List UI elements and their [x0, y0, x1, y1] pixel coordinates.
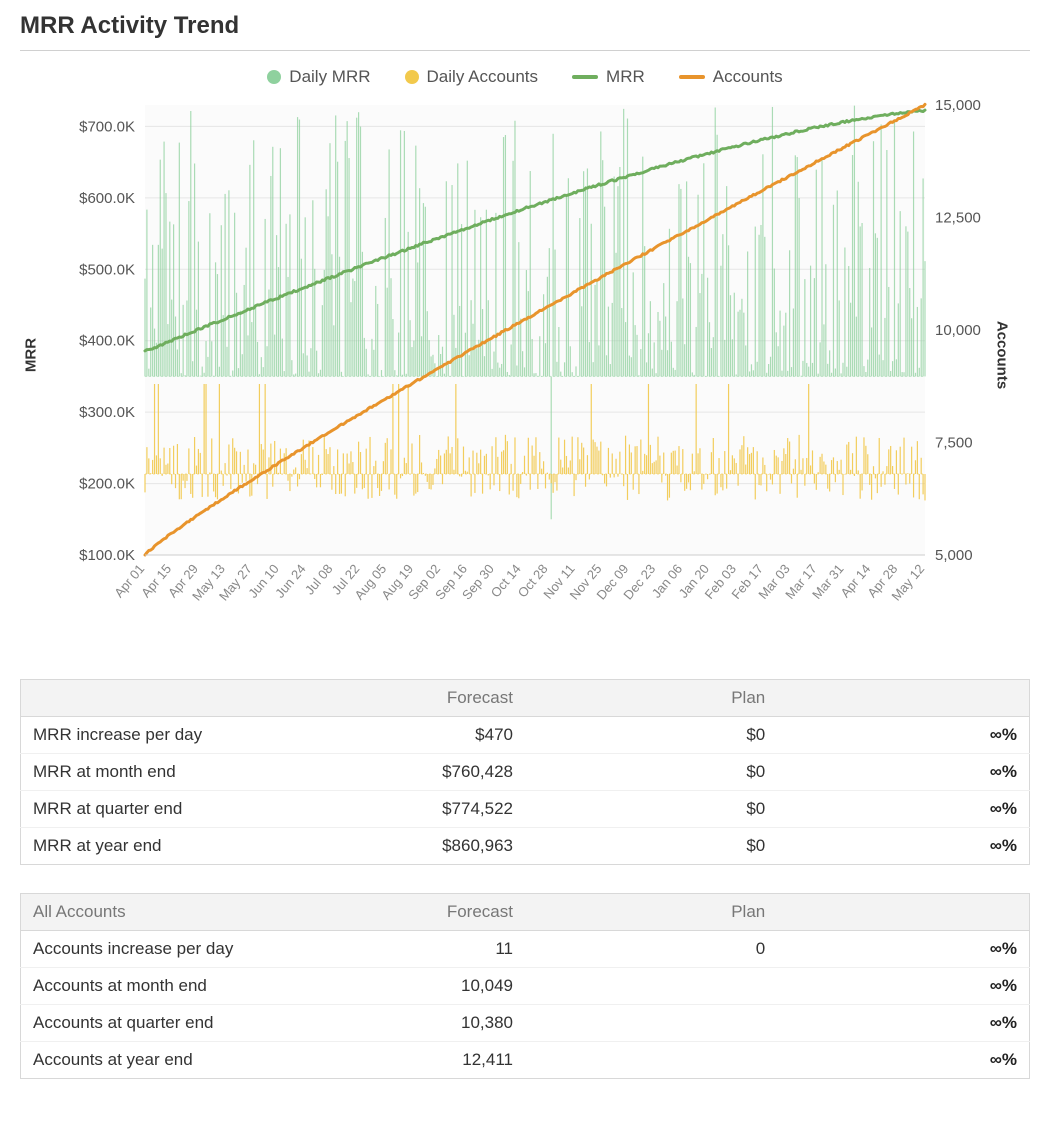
table-cell: [525, 1042, 777, 1079]
table-row: MRR at month end$760,428$0∞%: [21, 754, 1030, 791]
table-header: [777, 680, 1029, 717]
table-header: [777, 894, 1029, 931]
legend-accounts[interactable]: Accounts: [679, 67, 783, 87]
table-cell: 0: [525, 931, 777, 968]
table-cell: [525, 968, 777, 1005]
svg-text:$100.0K: $100.0K: [79, 547, 135, 564]
legend-daily-mrr[interactable]: Daily MRR: [267, 67, 370, 87]
svg-text:$700.0K: $700.0K: [79, 118, 135, 135]
table-cell: Accounts increase per day: [21, 931, 304, 968]
svg-text:$600.0K: $600.0K: [79, 190, 135, 207]
table-header: [21, 680, 304, 717]
table-cell: 10,049: [303, 968, 525, 1005]
svg-text:7,500: 7,500: [935, 435, 973, 452]
table-cell: ∞%: [777, 968, 1029, 1005]
table-header: Forecast: [303, 680, 525, 717]
table-cell: ∞%: [777, 1042, 1029, 1079]
table-row: MRR increase per day$470$0∞%: [21, 717, 1030, 754]
table-cell: 10,380: [303, 1005, 525, 1042]
y-axis-left-label: MRR: [23, 338, 40, 372]
table-cell: $860,963: [303, 828, 525, 865]
svg-text:$300.0K: $300.0K: [79, 404, 135, 421]
line-icon: [572, 75, 598, 79]
table-cell: Accounts at month end: [21, 968, 304, 1005]
table-row: Accounts increase per day110∞%: [21, 931, 1030, 968]
table-cell: $0: [525, 717, 777, 754]
table-header: Forecast: [303, 894, 525, 931]
table-cell: [525, 1005, 777, 1042]
svg-text:5,000: 5,000: [935, 547, 973, 564]
svg-text:12,500: 12,500: [935, 210, 981, 227]
table-cell: $774,522: [303, 791, 525, 828]
table-cell: MRR increase per day: [21, 717, 304, 754]
svg-text:$200.0K: $200.0K: [79, 476, 135, 493]
table-row: MRR at quarter end$774,522$0∞%: [21, 791, 1030, 828]
table-cell: MRR at month end: [21, 754, 304, 791]
table-cell: $0: [525, 754, 777, 791]
svg-text:$500.0K: $500.0K: [79, 261, 135, 278]
table-cell: ∞%: [777, 828, 1029, 865]
legend-label: Daily MRR: [289, 67, 370, 87]
accounts-forecast-table: All AccountsForecastPlan Accounts increa…: [20, 893, 1030, 1079]
mrr-forecast-table: ForecastPlan MRR increase per day$470$0∞…: [20, 679, 1030, 865]
dot-icon: [267, 70, 281, 84]
legend-label: Accounts: [713, 67, 783, 87]
mrr-activity-chart[interactable]: $100.0K $200.0K $300.0K $400.0K $500.0K $600.…: [25, 95, 1025, 615]
line-icon: [679, 75, 705, 79]
table-cell: Accounts at year end: [21, 1042, 304, 1079]
table-cell: $470: [303, 717, 525, 754]
table-cell: MRR at year end: [21, 828, 304, 865]
table-row: Accounts at quarter end10,380 ∞%: [21, 1005, 1030, 1042]
page-title: MRR Activity Trend: [20, 12, 1030, 51]
table-cell: ∞%: [777, 1005, 1029, 1042]
table-header: Plan: [525, 680, 777, 717]
table-header: All Accounts: [21, 894, 304, 931]
table-cell: Accounts at quarter end: [21, 1005, 304, 1042]
table-cell: 12,411: [303, 1042, 525, 1079]
y-axis-right-label: Accounts: [993, 321, 1010, 389]
table-cell: ∞%: [777, 791, 1029, 828]
table-row: Accounts at year end12,411 ∞%: [21, 1042, 1030, 1079]
table-cell: $0: [525, 791, 777, 828]
svg-text:15,000: 15,000: [935, 97, 981, 114]
svg-text:Jul 08: Jul 08: [302, 561, 336, 597]
table-cell: ∞%: [777, 717, 1029, 754]
table-header: Plan: [525, 894, 777, 931]
table-cell: ∞%: [777, 754, 1029, 791]
svg-text:$400.0K: $400.0K: [79, 333, 135, 350]
table-cell: $0: [525, 828, 777, 865]
table-cell: 11: [303, 931, 525, 968]
table-cell: MRR at quarter end: [21, 791, 304, 828]
chart-legend: Daily MRR Daily Accounts MRR Accounts: [20, 67, 1030, 87]
table-row: MRR at year end$860,963$0∞%: [21, 828, 1030, 865]
legend-label: Daily Accounts: [427, 67, 539, 87]
table-cell: $760,428: [303, 754, 525, 791]
dot-icon: [405, 70, 419, 84]
table-row: Accounts at month end10,049 ∞%: [21, 968, 1030, 1005]
legend-daily-accounts[interactable]: Daily Accounts: [405, 67, 539, 87]
legend-mrr[interactable]: MRR: [572, 67, 645, 87]
legend-label: MRR: [606, 67, 645, 87]
svg-text:Jun 24: Jun 24: [272, 561, 309, 601]
svg-text:10,000: 10,000: [935, 322, 981, 339]
table-cell: ∞%: [777, 931, 1029, 968]
chart-container: MRR Accounts $100.0K $200.0K $300.0K $400.0…: [20, 95, 1030, 615]
